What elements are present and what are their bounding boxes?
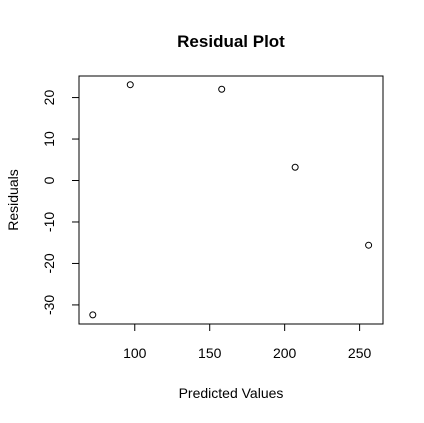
x-tick-label: 150 (198, 345, 222, 361)
y-axis-label: Residuals (5, 169, 21, 230)
y-axis: -30 -20 -10 0 10 20 (41, 90, 80, 315)
x-axis: 100 150 200 250 (123, 323, 372, 361)
y-tick-label: 20 (41, 90, 57, 106)
data-point (218, 85, 226, 93)
x-axis-label: Predicted Values (179, 385, 284, 401)
data-point (89, 311, 97, 319)
data-points (89, 81, 373, 319)
data-point (365, 241, 373, 249)
y-tick-label: -10 (41, 212, 57, 232)
y-tick-label: 10 (41, 131, 57, 147)
plot-frame (78, 75, 384, 325)
x-tick-label: 200 (273, 345, 297, 361)
y-tick-label: -20 (41, 253, 57, 273)
chart-title: Residual Plot (177, 32, 285, 51)
data-point (291, 163, 299, 171)
y-tick-label: -30 (41, 295, 57, 315)
x-tick-label: 250 (348, 345, 372, 361)
x-tick-label: 100 (123, 345, 147, 361)
y-tick-label: 0 (41, 176, 57, 184)
data-point (126, 81, 134, 89)
